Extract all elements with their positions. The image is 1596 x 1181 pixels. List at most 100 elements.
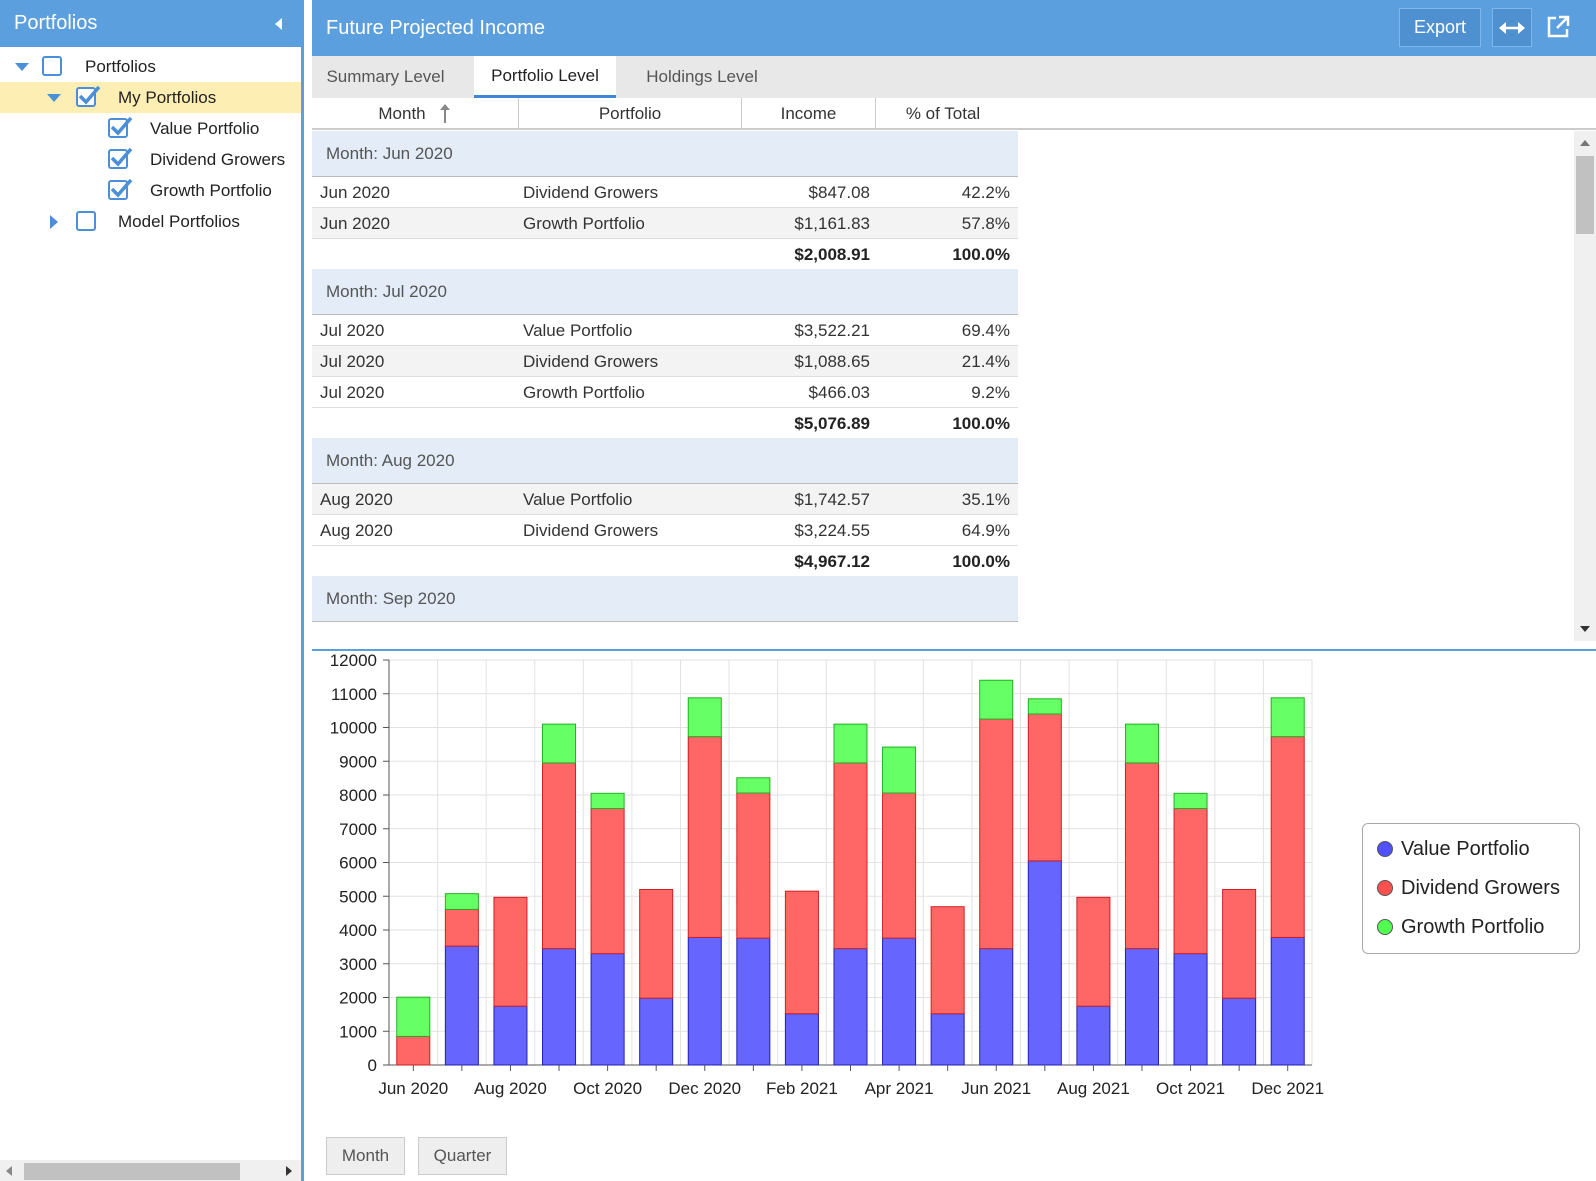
income-table: Month: Jun 2020 Jun 2020 Dividend Grower…: [312, 131, 1596, 643]
cell-income: $1,742.57: [794, 490, 870, 509]
table-row[interactable]: Jun 2020 Dividend Growers $847.08 42.2%: [312, 177, 1018, 208]
tree-label: Portfolios: [85, 57, 156, 76]
column-header-portfolio[interactable]: Portfolio: [519, 98, 742, 130]
page-title: Future Projected Income: [326, 16, 545, 39]
group-header[interactable]: Month: Sep 2020: [312, 576, 1018, 622]
bar-segment: [1270, 736, 1305, 938]
month-button[interactable]: Month: [326, 1137, 405, 1175]
legend-item[interactable]: Growth Portfolio: [1377, 912, 1544, 942]
tree-checkbox-my-portfolios[interactable]: [76, 85, 101, 107]
total-income: $2,008.91: [794, 245, 870, 264]
bar-segment: [833, 948, 868, 1066]
bar-segment: [1124, 762, 1159, 950]
legend-item[interactable]: Dividend Growers: [1377, 873, 1560, 903]
tree-item-model-portfolios[interactable]: Model Portfolios: [0, 206, 301, 237]
bar-segment: [930, 1013, 965, 1066]
group-total-row: $2,008.91 100.0%: [312, 239, 1018, 270]
cell-portfolio: Value Portfolio: [523, 490, 633, 509]
tree-checkbox-portfolios[interactable]: [42, 56, 62, 76]
x-tick-label: Jun 2021: [961, 1079, 1031, 1098]
tree-checkbox-growth-portfolio[interactable]: [108, 178, 133, 200]
bar-segment: [590, 808, 625, 955]
table-row[interactable]: Jul 2020 Dividend Growers $1,088.65 21.4…: [312, 346, 1018, 377]
cell-month: Jul 2020: [320, 352, 385, 371]
income-panel-header: Future Projected Income Export: [312, 0, 1596, 56]
export-button[interactable]: Export: [1399, 8, 1481, 47]
table-row[interactable]: Jul 2020 Growth Portfolio $466.03 9.2%: [312, 377, 1018, 408]
collapse-panel-icon[interactable]: [271, 16, 287, 32]
portfolio-tree-panel: Portfolios Portfolios My Portfolios Valu…: [0, 0, 301, 1181]
bar-segment: [1027, 698, 1062, 715]
bar-segment: [1076, 896, 1111, 1007]
bar-segment: [1124, 723, 1159, 764]
scroll-up-icon[interactable]: [1580, 139, 1590, 147]
column-header-month[interactable]: Month: [312, 98, 519, 130]
table-row[interactable]: Jun 2020 Growth Portfolio $1,161.83 57.8…: [312, 208, 1018, 239]
left-panel-header: Portfolios: [0, 0, 301, 47]
tree-item-portfolios[interactable]: Portfolios: [0, 51, 301, 82]
table-row[interactable]: Aug 2020 Dividend Growers $3,224.55 64.9…: [312, 515, 1018, 546]
legend-item[interactable]: Value Portfolio: [1377, 834, 1530, 864]
bar-segment: [1222, 997, 1257, 1066]
tree-checkbox-model-portfolios[interactable]: [76, 211, 96, 231]
cell-month: Jul 2020: [320, 321, 385, 340]
level-tabs: Summary Level Portfolio Level Holdings L…: [312, 56, 1596, 98]
scrollbar-thumb[interactable]: [24, 1163, 240, 1180]
column-header-pct-total[interactable]: % of Total: [905, 104, 981, 123]
caret-down-icon[interactable]: [14, 59, 30, 75]
table-vertical-scrollbar[interactable]: [1574, 131, 1596, 641]
bar-segment: [493, 1005, 528, 1066]
tab-holdings-level[interactable]: Holdings Level: [646, 67, 758, 86]
x-tick-label: Aug 2020: [474, 1079, 547, 1098]
popout-button[interactable]: [1545, 14, 1575, 42]
bar-segment: [542, 723, 577, 764]
tab-summary-level[interactable]: Summary Level: [326, 67, 445, 86]
column-header-income[interactable]: Income: [742, 98, 876, 130]
cell-portfolio: Dividend Growers: [523, 352, 659, 371]
bar-segment: [396, 1035, 431, 1066]
group-header[interactable]: Month: Jun 2020: [312, 131, 1018, 177]
caret-right-icon[interactable]: [46, 214, 62, 230]
x-tick-label: Oct 2021: [1156, 1079, 1225, 1098]
bar-segment: [396, 996, 431, 1037]
tree-checkbox-value-portfolio[interactable]: [108, 116, 133, 138]
panel-divider[interactable]: [301, 0, 304, 1181]
table-row[interactable]: Jul 2020 Value Portfolio $3,522.21 69.4%: [312, 315, 1018, 346]
cell-month: Jun 2020: [320, 183, 390, 202]
group-header[interactable]: Month: Jul 2020: [312, 269, 1018, 315]
quarter-button[interactable]: Quarter: [418, 1137, 507, 1175]
total-pct: 100.0%: [952, 552, 1010, 571]
tree-item-growth-portfolio[interactable]: Growth Portfolio: [0, 175, 301, 206]
bar-segment: [687, 936, 722, 1066]
table-row[interactable]: Aug 2020 Value Portfolio $1,742.57 35.1%: [312, 484, 1018, 515]
cell-pct: 57.8%: [961, 214, 1010, 233]
scroll-down-icon[interactable]: [1580, 625, 1590, 633]
bar-segment: [930, 906, 965, 1015]
bar-segment: [784, 890, 819, 1015]
y-tick-label: 7000: [339, 820, 377, 839]
tab-portfolio-level[interactable]: Portfolio Level: [474, 56, 616, 98]
x-tick-label: Dec 2020: [668, 1079, 741, 1098]
tree-item-dividend-growers[interactable]: Dividend Growers: [0, 144, 301, 175]
panel-splitter[interactable]: [312, 649, 1596, 651]
group-header[interactable]: Month: Aug 2020: [312, 438, 1018, 484]
scroll-left-icon[interactable]: [6, 1166, 12, 1176]
scrollbar-thumb[interactable]: [1576, 156, 1594, 234]
expand-width-button[interactable]: [1492, 8, 1532, 47]
tree-item-value-portfolio[interactable]: Value Portfolio: [0, 113, 301, 144]
caret-down-icon[interactable]: [46, 90, 62, 106]
portfolio-tree: Portfolios My Portfolios Value Portfolio…: [0, 47, 301, 237]
income-stacked-bar-chart: 0 1000 2000 3000 4000 5000 6000 7000 8000 9000 100…: [330, 651, 1324, 1098]
bar-segment: [882, 792, 917, 939]
bar-segment: [1027, 860, 1062, 1066]
scroll-right-icon[interactable]: [286, 1166, 292, 1176]
checkmark-icon: [78, 85, 101, 105]
legend-label: Value Portfolio: [1401, 837, 1530, 860]
tree-item-my-portfolios[interactable]: My Portfolios: [0, 82, 301, 113]
bar-segment: [736, 792, 771, 939]
cell-pct: 64.9%: [961, 521, 1010, 540]
bar-segment: [1173, 792, 1208, 809]
left-horizontal-scrollbar[interactable]: [0, 1160, 301, 1181]
y-tick-label: 11000: [331, 685, 377, 704]
tree-checkbox-dividend-growers[interactable]: [108, 147, 133, 169]
